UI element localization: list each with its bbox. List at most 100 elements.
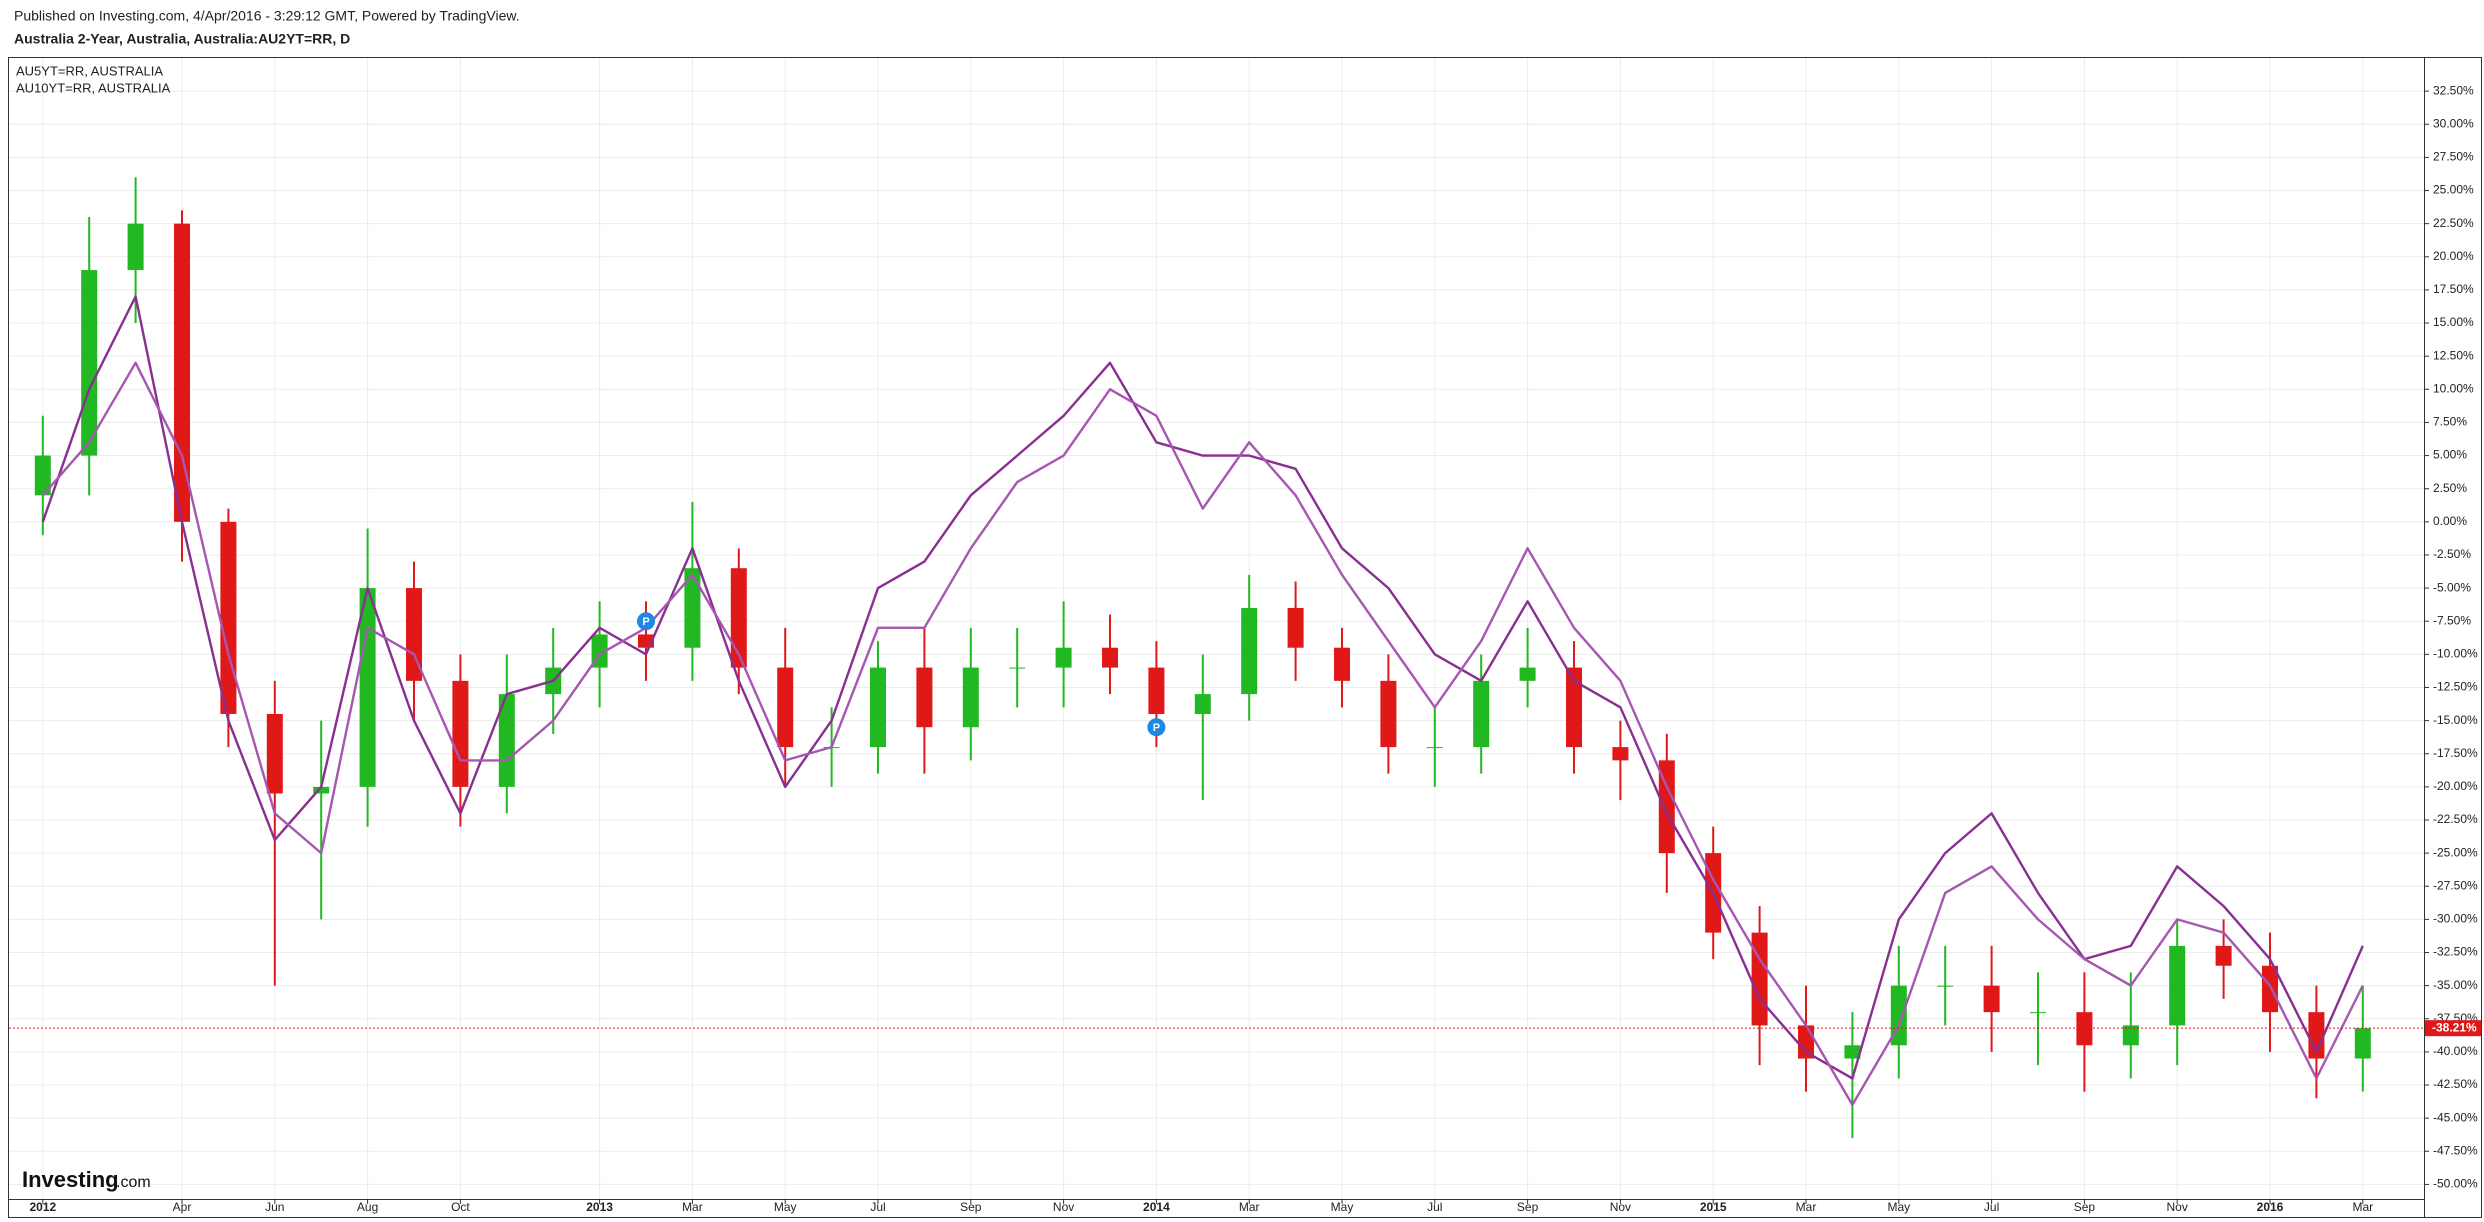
candle-body [2030,1012,2046,1014]
y-tick-label: 0.00% [2433,514,2467,528]
x-tick-label: May [774,1200,797,1214]
y-tick-label: -32.50% [2433,945,2478,959]
y-tick-label: -35.00% [2433,978,2478,992]
y-tick-label: 7.50% [2433,415,2467,429]
y-tick-label: -30.00% [2433,912,2478,926]
candle-body [1287,607,1304,648]
candle-body [2122,1025,2139,1046]
candle-body [220,521,237,714]
candle-body [1751,932,1768,1026]
y-tick-label: 10.00% [2433,381,2474,395]
legend-entry: AU5YT=RR, AUSTRALIA [16,63,163,78]
x-tick-label: Oct [451,1200,470,1214]
candle-body [1334,647,1350,681]
y-tick-label: 27.50% [2433,150,2474,164]
candle-body [1798,1025,1814,1059]
candle-body [313,786,330,794]
x-tick-label: Jul [870,1200,885,1214]
candle-body [2308,1012,2325,1059]
y-tick-label: -15.00% [2433,713,2478,727]
marks-layer [34,177,2371,1139]
y-tick-label: -17.50% [2433,746,2478,760]
y-tick-label: -7.50% [2433,613,2471,627]
overlay-layer: Investing .com AU5YT=RR, AUSTRALIA AU10YT… [9,63,2481,1192]
candle-body [1009,667,1026,669]
y-tick-label: 25.00% [2433,183,2474,197]
candle-body [1148,667,1165,714]
candle-body [1844,1045,1861,1059]
candle-body [1241,607,1258,695]
x-tick-label: 2012 [29,1200,56,1214]
x-tick-label: Jun [265,1200,284,1214]
candle-body [452,680,469,787]
event-label: P [642,616,649,628]
candle-body [916,667,933,728]
y-tick-label: -45.00% [2433,1110,2478,1124]
candle-body [2215,945,2232,966]
last-price-label: -38.21% [2432,1020,2477,1034]
candle-body [1055,647,1072,668]
y-tick-label: -42.50% [2433,1077,2478,1091]
x-tick-label: Sep [2074,1200,2096,1214]
y-tick-label: -27.50% [2433,878,2478,892]
x-tick-label: 2015 [1700,1200,1727,1214]
event-marker [637,612,655,631]
y-tick-label: -10.00% [2433,647,2478,661]
candle-body [1566,667,1582,748]
event-marker [1147,718,1166,737]
candle-body [1519,667,1536,681]
candle-body [684,568,701,648]
candle-body [730,568,747,668]
candle-body [406,588,422,681]
y-tick-label: 15.00% [2433,315,2474,329]
x-tick-label: Sep [1517,1200,1539,1214]
candle-body [2169,945,2186,1026]
series-line [41,361,2364,1107]
x-tick-label: May [1887,1200,1910,1214]
candle-body [1102,647,1118,668]
x-tick-label: Mar [1239,1200,1260,1214]
candle-body [1937,985,1954,987]
y-tick-label: 20.00% [2433,249,2474,263]
y-tick-label: -40.00% [2433,1044,2478,1058]
y-tick-label: 12.50% [2433,348,2474,362]
candle-body [1380,680,1397,748]
x-tick-label: Nov [1610,1200,1631,1214]
grid-layer: 32.50% 30.00% 27.50% 25.00% 22.50% 20.00% 17.5… [9,58,2478,1217]
candle-body [962,667,979,728]
event-label: P [1153,722,1160,734]
y-tick-label: -47.50% [2433,1143,2478,1157]
y-tick-label: -5.00% [2433,580,2471,594]
x-tick-label: 2013 [586,1200,613,1214]
y-tick-label: 22.50% [2433,216,2474,230]
candle-body [2262,965,2278,1013]
watermark-name: Investing [22,1167,119,1192]
candle-body [1983,985,2000,1013]
x-tick-label: Nov [2167,1200,2188,1214]
candle-body [266,713,283,794]
candle-body [870,667,886,748]
y-tick-label: 17.50% [2433,282,2474,296]
candle-body [127,223,144,271]
candle-body [1612,747,1629,761]
y-tick-label: -25.00% [2433,845,2478,859]
candle-body [1473,680,1490,748]
x-tick-label: 2016 [2257,1200,2284,1214]
x-tick-label: Nov [1053,1200,1074,1214]
candle-body [2076,1012,2093,1046]
candle-body [2354,1028,2371,1059]
candle-body [1658,760,1675,854]
candle-body [1426,747,1443,749]
x-tick-label: Mar [682,1200,703,1214]
x-tick-label: May [1331,1200,1354,1214]
last-price-box [2425,1020,2481,1037]
y-tick-label: -20.00% [2433,779,2478,793]
y-tick-label: -50.00% [2433,1177,2478,1191]
candle-body [498,694,515,787]
y-tick-label: -22.50% [2433,812,2478,826]
published-note: Published on Investing.com, 4/Apr/2016 -… [14,8,520,24]
x-tick-label: Jul [1984,1200,1999,1214]
x-tick-label: Sep [960,1200,982,1214]
